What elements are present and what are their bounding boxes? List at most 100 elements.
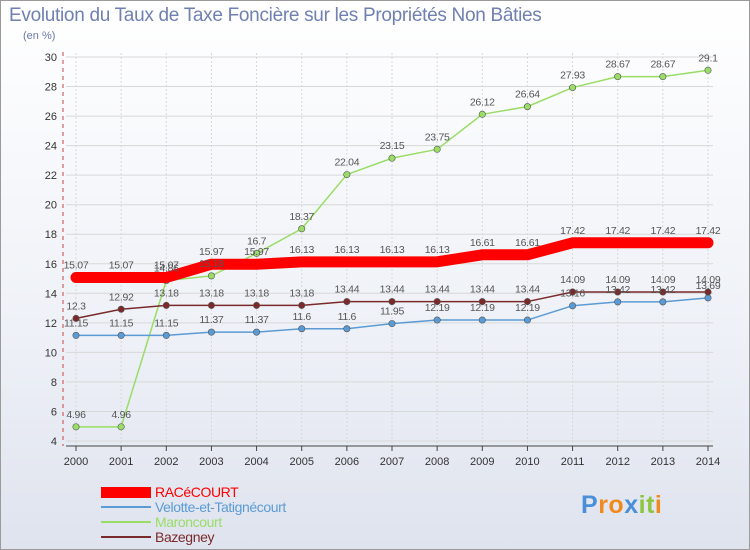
data-label: 4.96 [112, 409, 132, 421]
y-tick-label: 16 [45, 259, 57, 271]
data-label: 15.07 [109, 260, 134, 272]
y-tick-label: 20 [45, 200, 57, 212]
data-point [162, 331, 170, 339]
legend-label: Maroncourt [155, 514, 222, 530]
chart-title: Evolution du Taux de Taxe Foncière sur l… [9, 5, 542, 26]
data-label: 13.42 [650, 284, 675, 296]
data-label: 16.13 [380, 244, 405, 256]
data-point [478, 110, 486, 118]
y-tick-label: 28 [45, 82, 57, 94]
data-label: 11.15 [109, 317, 133, 329]
y-tick-label: 12 [45, 318, 57, 330]
data-point [433, 316, 441, 324]
data-label: 13.16 [560, 288, 585, 300]
data-label: 16.61 [470, 237, 495, 249]
data-point [207, 328, 215, 336]
logo-letter: i [638, 491, 647, 519]
x-tick-label: 2007 [380, 456, 404, 468]
grid [66, 53, 713, 451]
y-tick-label: 18 [45, 229, 57, 241]
data-label: 13.44 [515, 284, 540, 296]
data-point [659, 298, 667, 306]
data-label: 11.15 [154, 317, 178, 329]
data-label: 13.44 [334, 284, 359, 296]
y-tick-label: 10 [45, 347, 57, 359]
data-point [343, 298, 351, 306]
y-axis: 4 6 8 10 12 14 16 18 20 22 24 26 28 30 [45, 52, 64, 448]
data-label: 15.97 [199, 246, 224, 258]
logo-letter: r [598, 491, 609, 519]
x-tick-label: 2011 [561, 456, 585, 468]
data-point [704, 288, 712, 296]
data-label: 11.6 [338, 311, 357, 323]
data-label: 13.18 [154, 287, 179, 299]
x-tick-label: 2009 [470, 456, 494, 468]
data-label: 16.13 [425, 244, 450, 256]
data-point [72, 314, 80, 322]
data-label: 13.42 [605, 284, 630, 296]
x-tick-label: 2001 [109, 456, 133, 468]
y-tick-label: 8 [51, 377, 57, 389]
data-point [614, 73, 622, 81]
data-point [523, 316, 531, 324]
data-label: 14.09 [605, 274, 630, 286]
data-label: 17.42 [696, 225, 721, 237]
data-label: 17.42 [560, 225, 585, 237]
data-point [704, 66, 712, 74]
x-tick-label: 2002 [154, 456, 178, 468]
logo-letter: o [608, 491, 625, 519]
data-point [614, 288, 622, 296]
legend-swatch [101, 536, 151, 538]
legend-label: RACéCOURT [155, 484, 239, 500]
x-tick-label: 2006 [335, 456, 359, 468]
data-label: 28.67 [650, 59, 675, 71]
data-label: 17.42 [650, 225, 675, 237]
data-label: 12.92 [109, 291, 134, 303]
x-axis: 2000 2001 2002 2003 2004 2005 2006 2007 2008 2009… [64, 445, 720, 468]
data-label: 18.37 [289, 211, 314, 223]
data-point [569, 84, 577, 92]
data-label: 29.1 [698, 52, 718, 64]
data-point [569, 288, 577, 296]
data-point [207, 301, 215, 309]
data-point [253, 301, 261, 309]
data-point [343, 171, 351, 179]
data-point [298, 301, 306, 309]
series-line-0 [70, 237, 714, 284]
data-label: 12.19 [515, 302, 540, 314]
data-point [117, 331, 125, 339]
data-label: 16.13 [289, 244, 314, 256]
x-tick-label: 2008 [425, 456, 449, 468]
legend-swatch [101, 486, 151, 498]
series-lines [70, 66, 714, 431]
data-point [523, 298, 531, 306]
legend-swatch [101, 506, 151, 508]
data-label: 14.09 [650, 274, 675, 286]
y-tick-label: 24 [45, 141, 57, 153]
data-label: 11.37 [245, 314, 269, 326]
data-label: 28.67 [605, 59, 630, 71]
data-label: 16.61 [515, 237, 540, 249]
data-point [388, 320, 396, 328]
data-point [659, 288, 667, 296]
data-point [433, 298, 441, 306]
legend-label: Bazegney [155, 529, 215, 545]
data-point [207, 272, 215, 280]
data-label: 16.13 [334, 244, 359, 256]
data-label: 11.6 [292, 311, 311, 323]
x-tick-label: 2000 [64, 456, 88, 468]
logo-letter: t [646, 491, 655, 519]
data-label: 26.64 [515, 89, 540, 101]
x-tick-label: 2014 [696, 456, 720, 468]
data-label: 12.19 [470, 302, 495, 314]
data-label: 16.7 [247, 235, 267, 247]
x-tick-label: 2004 [244, 456, 268, 468]
data-label: 17.42 [605, 225, 630, 237]
data-point [298, 325, 306, 333]
x-tick-label: 2013 [651, 456, 675, 468]
data-label: 15.97 [244, 246, 269, 258]
data-point [298, 225, 306, 233]
data-label: 14.09 [696, 274, 721, 286]
data-label: 13.44 [380, 284, 405, 296]
data-point [433, 145, 441, 153]
